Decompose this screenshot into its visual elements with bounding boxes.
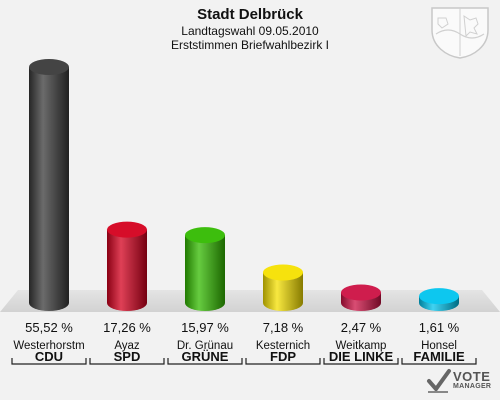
- value-label: 15,97 %: [181, 320, 229, 335]
- brand-line1: VOTE: [453, 369, 491, 384]
- checkmark-icon: [427, 369, 451, 393]
- bar-familie: [419, 288, 459, 311]
- bar-top: [107, 221, 147, 238]
- value-label: 2,47 %: [341, 320, 382, 335]
- bar-fdp: [263, 264, 303, 311]
- bar-body: [107, 229, 147, 311]
- value-label: 17,26 %: [103, 320, 151, 335]
- value-label: 1,61 %: [419, 320, 460, 335]
- candidate-label: Ayaz: [114, 340, 140, 352]
- party-underline: [11, 358, 87, 365]
- party-label: FAMILIE: [413, 349, 465, 364]
- chart-header: Stadt Delbrück Landtagswahl 09.05.2010 E…: [0, 6, 500, 52]
- party-label: DIE LINKE: [329, 349, 394, 364]
- candidate-label: Dr. Grünau: [177, 340, 233, 352]
- bar-cdu: [29, 59, 69, 311]
- party-underline: [323, 358, 399, 365]
- party-underline: [89, 358, 165, 365]
- candidate-label: Weitkamp: [336, 340, 387, 352]
- candidate-label: Westerhorstm: [13, 340, 84, 352]
- party-label: FDP: [270, 349, 296, 364]
- bars-group: [29, 59, 459, 311]
- coat-of-arms-icon: [431, 7, 489, 59]
- brand-line2: MANAGER: [453, 383, 492, 390]
- bar-spd: [107, 221, 147, 311]
- bar-body: [263, 272, 303, 311]
- party-underline: [245, 358, 321, 365]
- bar-top: [185, 227, 225, 244]
- bar-body: [185, 235, 225, 311]
- bar-top: [263, 264, 303, 281]
- party-label: GRÜNE: [182, 349, 229, 364]
- party-label: SPD: [114, 349, 141, 364]
- bar-die-linke: [341, 284, 381, 311]
- bar-body: [29, 67, 69, 311]
- bar-top: [341, 284, 381, 301]
- party-underline: [401, 358, 477, 365]
- candidate-label: Honsel: [421, 340, 457, 352]
- party-underlines: [11, 358, 477, 365]
- chart-subtitle-secondary: Erststimmen Briefwahlbezirk I: [170, 38, 330, 52]
- bar-top: [419, 288, 459, 305]
- bar-top: [29, 59, 69, 75]
- chart-subtitle: Landtagswahl 09.05.2010: [181, 24, 319, 38]
- bar-gr-ne: [185, 227, 225, 311]
- candidate-label: Kesternich: [256, 340, 310, 352]
- party-label: CDU: [35, 349, 63, 364]
- vote-manager-logo: VOTE MANAGER: [426, 366, 498, 396]
- party-underline: [167, 358, 243, 365]
- value-label: 7,18 %: [263, 320, 304, 335]
- value-label: 55,52 %: [25, 320, 73, 335]
- chart-title: Stadt Delbrück: [197, 6, 303, 23]
